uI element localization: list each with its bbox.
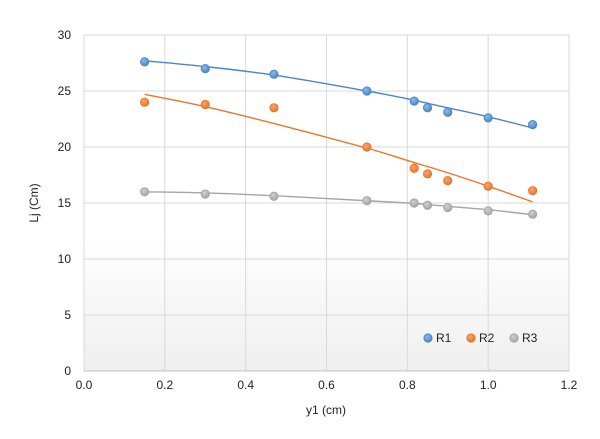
data-point-r2 [200, 99, 210, 110]
y-tick-label: 15 [58, 196, 72, 210]
data-point-r1 [200, 64, 210, 74]
y-tick-label: 20 [58, 140, 72, 154]
x-tick-label: 0.2 [156, 378, 173, 392]
data-point-r2 [422, 169, 433, 179]
x-axis-title: y1 (cm) [306, 403, 346, 417]
data-point-r2 [362, 142, 372, 152]
legend: R1 R2 R3 [423, 331, 538, 345]
data-point-r1 [422, 103, 433, 113]
trendline-r3 [144, 191, 533, 216]
data-point-r1 [269, 69, 279, 79]
data-point-r3 [140, 187, 150, 197]
legend-label-r3: R3 [522, 331, 538, 345]
x-tick-label: 1.2 [561, 378, 578, 392]
data-point-r3 [200, 189, 210, 199]
x-tick-label: 1.0 [480, 378, 497, 392]
data-point-r1 [362, 86, 372, 96]
legend-marker-r2 [466, 333, 476, 343]
data-point-r2 [443, 176, 453, 186]
data-points [140, 57, 538, 219]
x-tick-label: 0.8 [399, 378, 416, 392]
legend-label-r1: R1 [436, 331, 452, 345]
data-point-r2 [269, 103, 279, 113]
y-tick-label: 30 [58, 28, 72, 42]
data-point-r3 [443, 202, 453, 213]
data-point-r2 [483, 181, 493, 191]
data-point-r1 [483, 113, 493, 123]
axes: 0.0 0.2 0.4 0.6 0.8 1.0 1.2 0 5 10 15 20 25 30 [58, 28, 578, 392]
data-point-r3 [409, 198, 419, 208]
x-tick-label: 0.0 [76, 378, 93, 392]
data-point-r3 [362, 196, 372, 206]
trendline-r2 [144, 93, 533, 203]
trendline-r1 [144, 60, 533, 129]
y-tick-label: 25 [58, 84, 72, 98]
data-point-r2 [140, 97, 150, 107]
x-tick-label: 0.6 [318, 378, 335, 392]
trendlines [144, 60, 533, 216]
data-point-r3 [269, 191, 279, 201]
data-point-r3 [422, 200, 433, 210]
data-point-r2 [528, 186, 538, 196]
data-point-r1 [528, 120, 538, 130]
x-tick-label: 0.4 [237, 378, 254, 392]
data-point-r2 [409, 163, 419, 173]
legend-marker-r3 [509, 333, 519, 343]
data-point-r1 [140, 57, 150, 67]
data-point-r3 [483, 206, 493, 216]
legend-marker-r1 [423, 333, 433, 343]
y-axis-title: Lj (Cm) [27, 183, 41, 222]
y-tick-label: 10 [58, 252, 72, 266]
data-point-r1 [409, 96, 419, 106]
y-tick-label: 5 [64, 308, 71, 322]
legend-label-r2: R2 [479, 331, 495, 345]
y-tick-label: 0 [64, 364, 71, 378]
data-point-r1 [443, 107, 453, 117]
data-point-r3 [528, 209, 538, 219]
